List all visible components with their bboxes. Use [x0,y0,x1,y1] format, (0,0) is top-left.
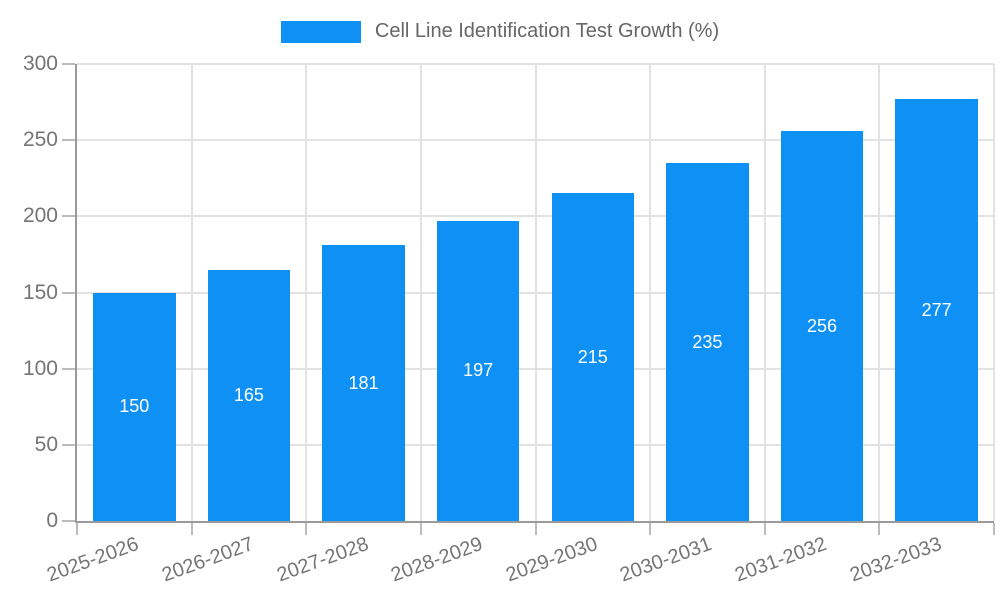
x-axis-category-label: 2026-2027 [159,533,257,587]
y-axis-tick-label: 100 [22,356,58,380]
y-axis-tick-label: 150 [22,280,58,304]
bar-value-label: 215 [577,346,608,367]
gridline-vertical [419,64,422,521]
bar-2031-2032[interactable]: 256 [780,131,864,521]
x-axis-category-label: 2025-2026 [44,533,142,587]
x-axis-tick [76,523,78,535]
y-axis-tick-label: 200 [22,204,58,228]
x-axis-tick [534,523,537,535]
y-axis-tick [62,139,75,142]
x-axis-category-label: 2029-2030 [502,533,601,587]
y-axis-tick [62,63,75,65]
y-axis-tick-label: 250 [22,128,58,152]
bar-value-label: 235 [692,331,723,352]
y-axis-tick [62,443,75,446]
plot-area: 150 165 181 197 215 235 256 277 [62,63,995,535]
bar-2026-2027[interactable]: 165 [207,269,291,521]
bar-value-label: 150 [119,396,150,417]
bar-2025-2026[interactable]: 150 [93,292,176,521]
gridline-vertical [763,64,766,521]
y-axis-tick-label: 50 [34,432,58,456]
y-axis-tick-label: 300 [22,52,58,75]
x-axis-category-label: 2027-2028 [273,533,372,587]
bar-value-label: 256 [807,315,838,336]
legend: Cell Line Identification Test Growth (%) [0,20,1000,43]
x-axis-tick [878,523,881,535]
x-axis-category-label: 2028-2029 [388,533,486,587]
y-axis-tick-label: 0 [46,509,58,532]
legend-swatch-icon [280,20,361,43]
bar-2030-2031[interactable]: 235 [666,163,749,521]
y-axis-tick [62,215,75,218]
x-axis-tick [190,523,193,535]
bar-2029-2030[interactable]: 215 [551,193,635,521]
x-axis-tick [763,523,766,535]
x-axis-category-label: 2031-2032 [732,533,830,587]
x-axis-tick [305,523,308,535]
legend-label: Cell Line Identification Test Growth (%) [374,20,720,42]
bar-2032-2033[interactable]: 277 [895,99,978,521]
y-axis-tick [62,291,75,294]
bar-value-label: 197 [463,360,494,381]
gridline-vertical [534,64,537,521]
gridline-vertical [190,64,193,521]
x-axis-tick [419,523,422,535]
legend-item[interactable]: Cell Line Identification Test Growth (%) [280,20,720,43]
gridline-vertical [878,64,881,521]
y-axis-tick [62,520,75,522]
x-axis-tick [993,523,995,535]
x-axis-tick [649,523,652,535]
bar-value-label: 165 [233,384,264,405]
bar-value-label: 277 [921,299,952,320]
y-axis-tick [62,367,75,370]
bar-2027-2028[interactable]: 181 [322,245,405,521]
gridline-vertical [649,64,652,521]
bar-2028-2029[interactable]: 197 [436,220,520,521]
gridline-vertical [993,64,995,521]
bar-value-label: 181 [348,372,379,393]
x-axis-category-label: 2032-2033 [846,533,945,587]
gridline-vertical [305,64,308,521]
x-axis-category-label: 2030-2031 [617,533,715,587]
